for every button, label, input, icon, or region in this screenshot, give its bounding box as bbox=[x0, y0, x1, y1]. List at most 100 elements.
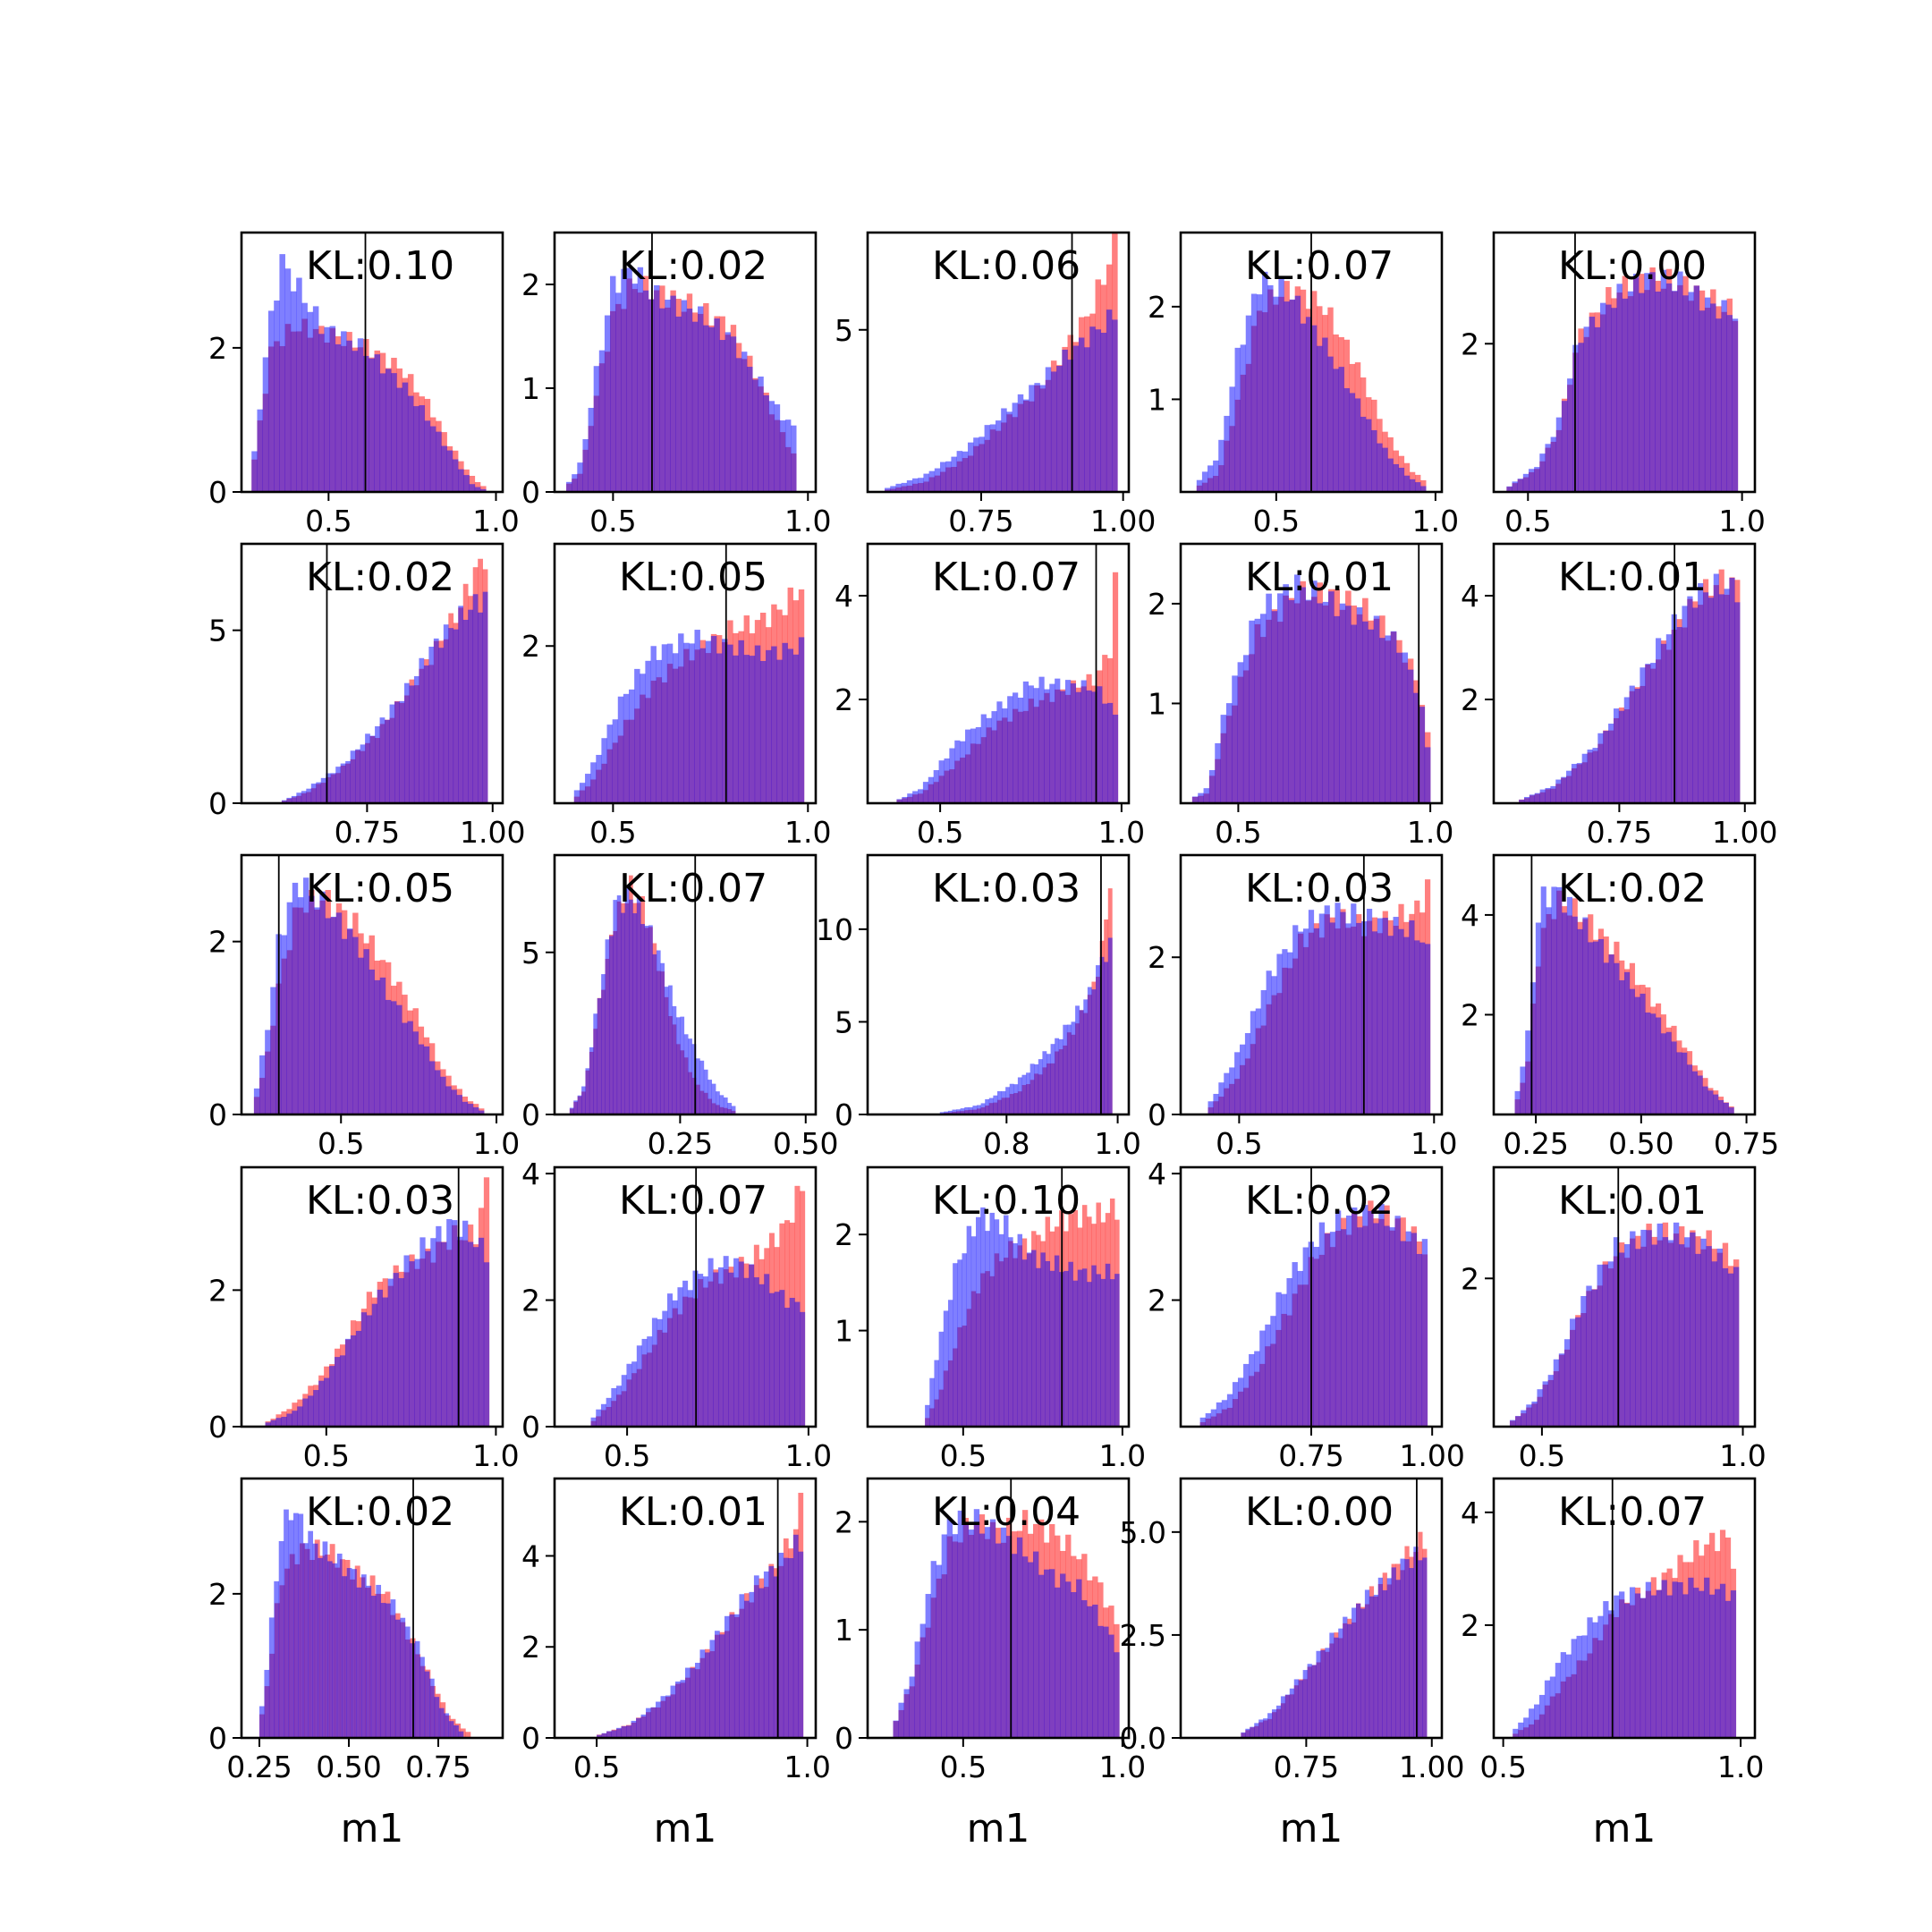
histogram-bar bbox=[1402, 652, 1409, 803]
histogram-bar bbox=[590, 762, 597, 803]
histogram-bar bbox=[370, 1596, 377, 1738]
histogram-bar bbox=[1629, 988, 1635, 1114]
histogram-bar bbox=[731, 1106, 736, 1114]
histogram-bar bbox=[1034, 1063, 1039, 1114]
histogram-bar bbox=[253, 1088, 260, 1114]
histogram-bar bbox=[687, 1290, 693, 1427]
histogram-bar bbox=[611, 1730, 617, 1738]
histogram-bar bbox=[605, 939, 610, 1114]
histogram-bar bbox=[1537, 1389, 1543, 1427]
histogram-bar bbox=[387, 1278, 394, 1427]
histogram-bar bbox=[322, 1541, 328, 1738]
histogram-bar bbox=[1298, 1680, 1303, 1738]
subplot-22: 0.5 1.0 0 2 4 KL:0.01 m1 bbox=[521, 1477, 831, 1852]
histogram-bar bbox=[953, 1263, 958, 1427]
histogram-bar bbox=[1311, 580, 1318, 803]
histogram-bar bbox=[1420, 479, 1427, 492]
histogram-bar bbox=[572, 474, 578, 492]
x-tick-label: 0.75 bbox=[1274, 1750, 1339, 1784]
histogram-bar bbox=[1667, 1240, 1674, 1427]
kl-annotation: KL:0.01 bbox=[619, 1489, 767, 1535]
histogram-bar bbox=[1245, 1728, 1250, 1738]
axes-frame bbox=[553, 231, 818, 494]
histogram-bar bbox=[656, 1701, 661, 1738]
histogram-bar bbox=[379, 977, 386, 1114]
histogram-bar bbox=[1316, 1650, 1321, 1738]
y-tick-label: 2 bbox=[1148, 940, 1166, 975]
histogram-bar bbox=[462, 1101, 469, 1114]
histogram-bar bbox=[1033, 688, 1039, 803]
series-blue-bars bbox=[597, 1534, 804, 1738]
histogram-bar bbox=[1622, 298, 1629, 492]
histogram-bar bbox=[1260, 990, 1267, 1114]
x-tick-label: 0.75 bbox=[1278, 1438, 1343, 1473]
kl-annotation: KL:0.02 bbox=[619, 243, 767, 289]
histogram-bar bbox=[1586, 1285, 1592, 1427]
histogram-bar bbox=[754, 645, 761, 803]
histogram-bar bbox=[901, 482, 908, 492]
histogram-bar bbox=[1273, 296, 1279, 492]
histogram-bar bbox=[1715, 1589, 1721, 1738]
histogram-bar bbox=[1262, 271, 1268, 492]
histogram-bar bbox=[727, 644, 733, 803]
y-tick-label: 4 bbox=[1461, 1496, 1479, 1530]
histogram-bar bbox=[984, 425, 991, 492]
histogram-bar bbox=[339, 1355, 346, 1427]
histogram-bar bbox=[989, 1212, 995, 1427]
axes-frame bbox=[553, 1165, 818, 1428]
histogram-bar bbox=[952, 1109, 957, 1114]
series-blue-bars bbox=[259, 1509, 464, 1738]
x-tick-label: 1.0 bbox=[785, 1438, 832, 1473]
histogram-bar bbox=[945, 461, 952, 492]
histogram-bar bbox=[452, 459, 459, 492]
axes-frame bbox=[1492, 542, 1757, 805]
histogram-bar bbox=[962, 451, 969, 492]
kl-annotation: KL:0.07 bbox=[1245, 243, 1394, 289]
histogram-bar bbox=[1526, 1404, 1532, 1427]
histogram-bar bbox=[355, 749, 360, 803]
histogram-bar bbox=[1327, 356, 1334, 492]
histogram-bar bbox=[1072, 1280, 1079, 1427]
histogram-bar bbox=[1530, 982, 1537, 1114]
axes-frame bbox=[1179, 1477, 1444, 1740]
y-tick-label: 5.0 bbox=[1120, 1515, 1166, 1550]
histogram-bar bbox=[312, 1543, 318, 1738]
histogram-bar bbox=[314, 907, 320, 1114]
y-tick-label: 4 bbox=[1461, 898, 1479, 933]
histogram-bar bbox=[413, 675, 419, 803]
histogram-bar bbox=[631, 1720, 637, 1738]
axes-frame bbox=[553, 853, 818, 1116]
histogram-bar bbox=[275, 1418, 282, 1427]
histogram-bar bbox=[324, 326, 330, 492]
histogram-bar bbox=[938, 760, 945, 803]
histogram-bar bbox=[601, 738, 607, 803]
histogram-bar bbox=[292, 1411, 298, 1427]
histogram-bar bbox=[895, 483, 902, 492]
histogram-bar bbox=[1414, 940, 1420, 1114]
histogram-bar bbox=[1096, 965, 1100, 1114]
histogram-bar bbox=[1693, 1588, 1699, 1738]
histogram-bar bbox=[428, 1061, 436, 1114]
y-tick-label: 2 bbox=[208, 1577, 227, 1612]
histogram-bar bbox=[636, 1717, 641, 1738]
histogram-bar bbox=[309, 895, 315, 1114]
histogram-bar bbox=[665, 1695, 671, 1738]
histogram-bar bbox=[995, 1543, 1002, 1738]
histogram-bar bbox=[1728, 1107, 1734, 1114]
histogram-bar bbox=[753, 1277, 759, 1427]
histogram-bar bbox=[965, 729, 971, 803]
subplot-18: 0.5 1.0 1 2 KL:0.10 bbox=[835, 1165, 1146, 1473]
histogram-bar bbox=[1592, 748, 1598, 803]
series-blue-bars bbox=[939, 937, 1113, 1114]
histogram-bar bbox=[1000, 1527, 1007, 1738]
histogram-bar bbox=[1275, 1292, 1282, 1427]
axes-frame bbox=[240, 1165, 504, 1428]
histogram-bar bbox=[1305, 317, 1312, 492]
histogram-bar bbox=[624, 888, 630, 1114]
histogram-bar bbox=[936, 1564, 942, 1738]
histogram-bar bbox=[423, 665, 429, 803]
histogram-bar bbox=[1581, 1635, 1588, 1738]
histogram-bar bbox=[1300, 323, 1307, 492]
histogram-bar bbox=[621, 1725, 627, 1738]
histogram-bar bbox=[632, 913, 638, 1114]
